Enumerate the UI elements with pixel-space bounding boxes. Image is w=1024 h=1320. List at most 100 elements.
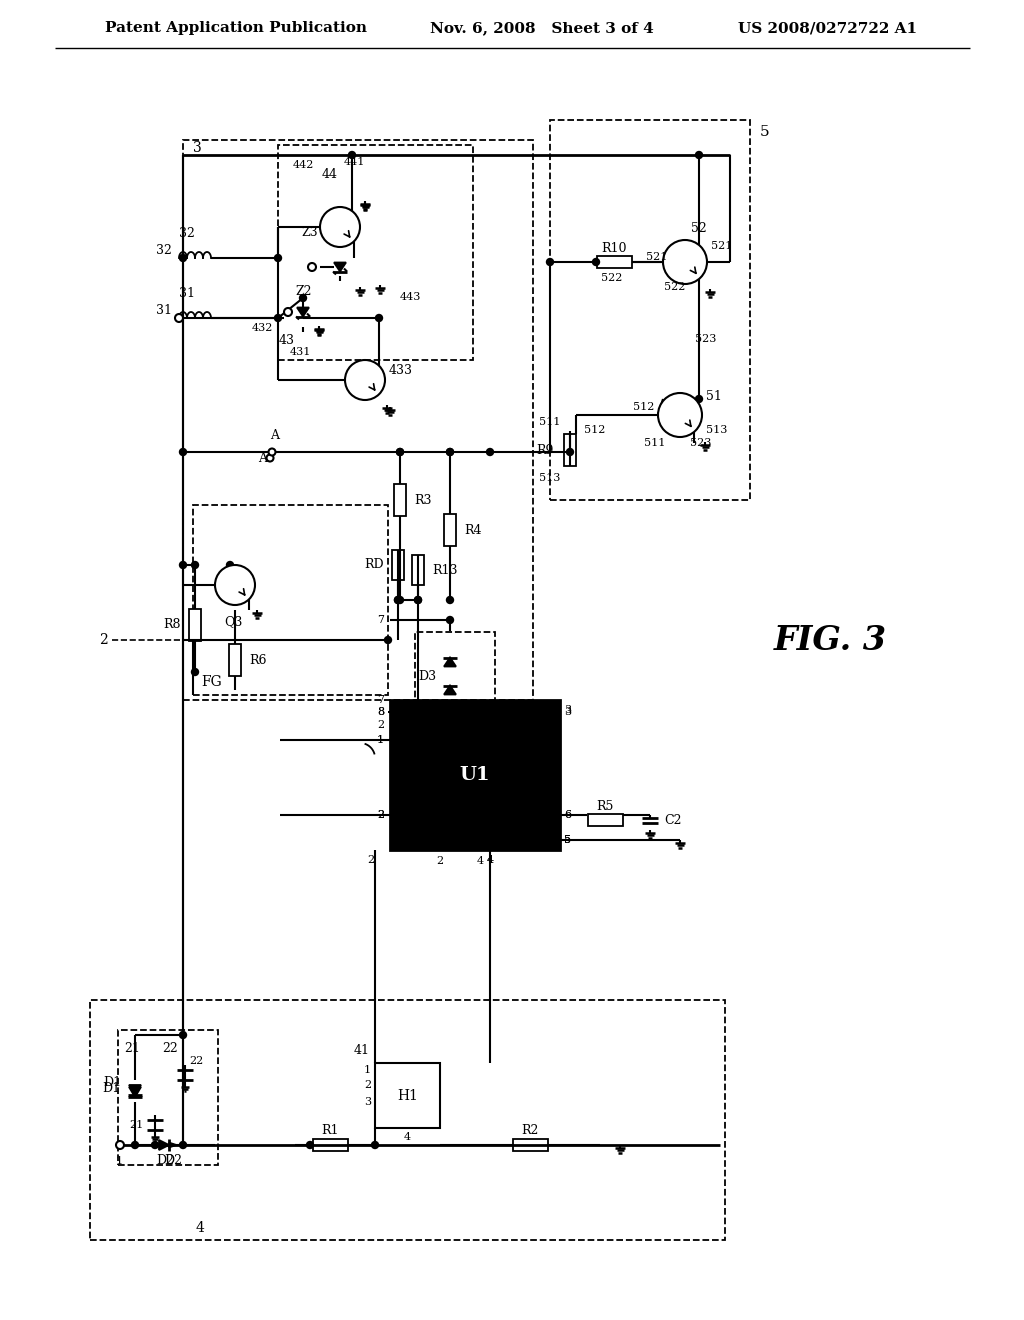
Text: 3: 3 bbox=[564, 705, 571, 715]
Text: 512: 512 bbox=[584, 425, 605, 436]
Text: Patent Application Publication: Patent Application Publication bbox=[105, 21, 367, 36]
Circle shape bbox=[394, 597, 401, 603]
Bar bbox=[278, 145, 473, 360]
Bar bbox=[183, 140, 534, 700]
Text: FIG. 3: FIG. 3 bbox=[773, 623, 887, 656]
Text: 52: 52 bbox=[691, 222, 707, 235]
Bar bbox=[394, 484, 406, 516]
Circle shape bbox=[226, 561, 233, 569]
Text: 44: 44 bbox=[322, 169, 338, 181]
Circle shape bbox=[179, 255, 186, 261]
Text: D1: D1 bbox=[101, 1081, 120, 1094]
Text: 2: 2 bbox=[377, 810, 384, 820]
Circle shape bbox=[268, 449, 275, 455]
Text: 2: 2 bbox=[377, 810, 384, 820]
Text: R3: R3 bbox=[414, 494, 431, 507]
Circle shape bbox=[695, 396, 702, 403]
Text: 3: 3 bbox=[193, 141, 202, 154]
Text: US 2008/0272722 A1: US 2008/0272722 A1 bbox=[738, 21, 918, 36]
Text: 21: 21 bbox=[124, 1043, 140, 1056]
Bar bbox=[193, 506, 388, 696]
Text: 8: 8 bbox=[377, 708, 384, 717]
Circle shape bbox=[274, 314, 282, 322]
Text: 4: 4 bbox=[196, 1221, 205, 1236]
Text: R8: R8 bbox=[164, 619, 181, 631]
Circle shape bbox=[376, 314, 383, 322]
Text: 432: 432 bbox=[252, 323, 273, 333]
Bar bbox=[415, 632, 495, 710]
Text: 41: 41 bbox=[354, 1044, 370, 1056]
Text: R10: R10 bbox=[601, 242, 627, 255]
Polygon shape bbox=[129, 1085, 141, 1096]
Circle shape bbox=[396, 597, 403, 603]
Text: 5: 5 bbox=[564, 836, 571, 845]
Text: H1: H1 bbox=[397, 1089, 418, 1102]
Text: 32: 32 bbox=[156, 243, 172, 256]
Text: 21: 21 bbox=[129, 1119, 143, 1130]
Text: 22: 22 bbox=[162, 1043, 178, 1056]
Circle shape bbox=[299, 294, 306, 301]
Text: 1: 1 bbox=[116, 1156, 123, 1166]
Bar bbox=[390, 700, 560, 850]
Text: 3: 3 bbox=[364, 1097, 371, 1107]
Circle shape bbox=[566, 449, 573, 455]
Text: D1: D1 bbox=[102, 1076, 121, 1089]
Circle shape bbox=[175, 314, 183, 322]
Circle shape bbox=[446, 616, 454, 623]
Text: 431: 431 bbox=[290, 347, 311, 356]
Text: 2: 2 bbox=[99, 634, 108, 647]
Text: 4: 4 bbox=[486, 855, 494, 865]
Circle shape bbox=[446, 597, 454, 603]
Circle shape bbox=[394, 597, 401, 603]
Bar bbox=[512, 1139, 548, 1151]
Circle shape bbox=[384, 636, 391, 644]
Text: 22: 22 bbox=[189, 1056, 203, 1067]
Text: 521: 521 bbox=[711, 242, 732, 251]
Text: 512: 512 bbox=[633, 403, 654, 412]
Circle shape bbox=[308, 263, 316, 271]
Text: R2: R2 bbox=[521, 1125, 539, 1138]
Text: C2: C2 bbox=[664, 813, 682, 826]
Text: 2: 2 bbox=[436, 855, 443, 866]
Circle shape bbox=[663, 240, 707, 284]
Text: A: A bbox=[258, 451, 267, 465]
Circle shape bbox=[179, 449, 186, 455]
Text: 8: 8 bbox=[377, 708, 384, 717]
Circle shape bbox=[179, 561, 186, 569]
Polygon shape bbox=[129, 1086, 141, 1097]
Text: 1: 1 bbox=[377, 735, 384, 744]
Circle shape bbox=[116, 1140, 124, 1148]
Polygon shape bbox=[297, 308, 309, 317]
Text: 31: 31 bbox=[179, 286, 195, 300]
Circle shape bbox=[376, 381, 383, 388]
Circle shape bbox=[446, 449, 454, 455]
Circle shape bbox=[152, 1142, 159, 1148]
Text: D2: D2 bbox=[156, 1155, 174, 1167]
Text: 31: 31 bbox=[156, 304, 172, 317]
Polygon shape bbox=[169, 1142, 177, 1147]
Text: 2: 2 bbox=[377, 719, 384, 730]
Text: 4: 4 bbox=[476, 855, 483, 866]
Text: R1: R1 bbox=[322, 1125, 339, 1138]
Text: 522: 522 bbox=[601, 273, 623, 282]
Text: 513: 513 bbox=[706, 425, 727, 436]
Text: R6: R6 bbox=[249, 653, 266, 667]
Circle shape bbox=[372, 1142, 379, 1148]
Text: 511: 511 bbox=[539, 417, 560, 426]
Circle shape bbox=[191, 561, 199, 569]
Text: 441: 441 bbox=[344, 157, 366, 168]
Text: U1: U1 bbox=[460, 766, 490, 784]
Circle shape bbox=[446, 449, 454, 455]
Circle shape bbox=[179, 1031, 186, 1039]
Bar bbox=[118, 1030, 218, 1166]
Text: RD: RD bbox=[365, 558, 384, 572]
Text: R5: R5 bbox=[596, 800, 613, 813]
Circle shape bbox=[593, 259, 599, 265]
Polygon shape bbox=[334, 263, 346, 272]
Text: 43: 43 bbox=[279, 334, 295, 346]
Text: R13: R13 bbox=[432, 564, 458, 577]
Text: 523: 523 bbox=[695, 334, 717, 343]
Text: 433: 433 bbox=[389, 363, 413, 376]
Bar bbox=[375, 1063, 440, 1129]
Circle shape bbox=[179, 1142, 186, 1148]
